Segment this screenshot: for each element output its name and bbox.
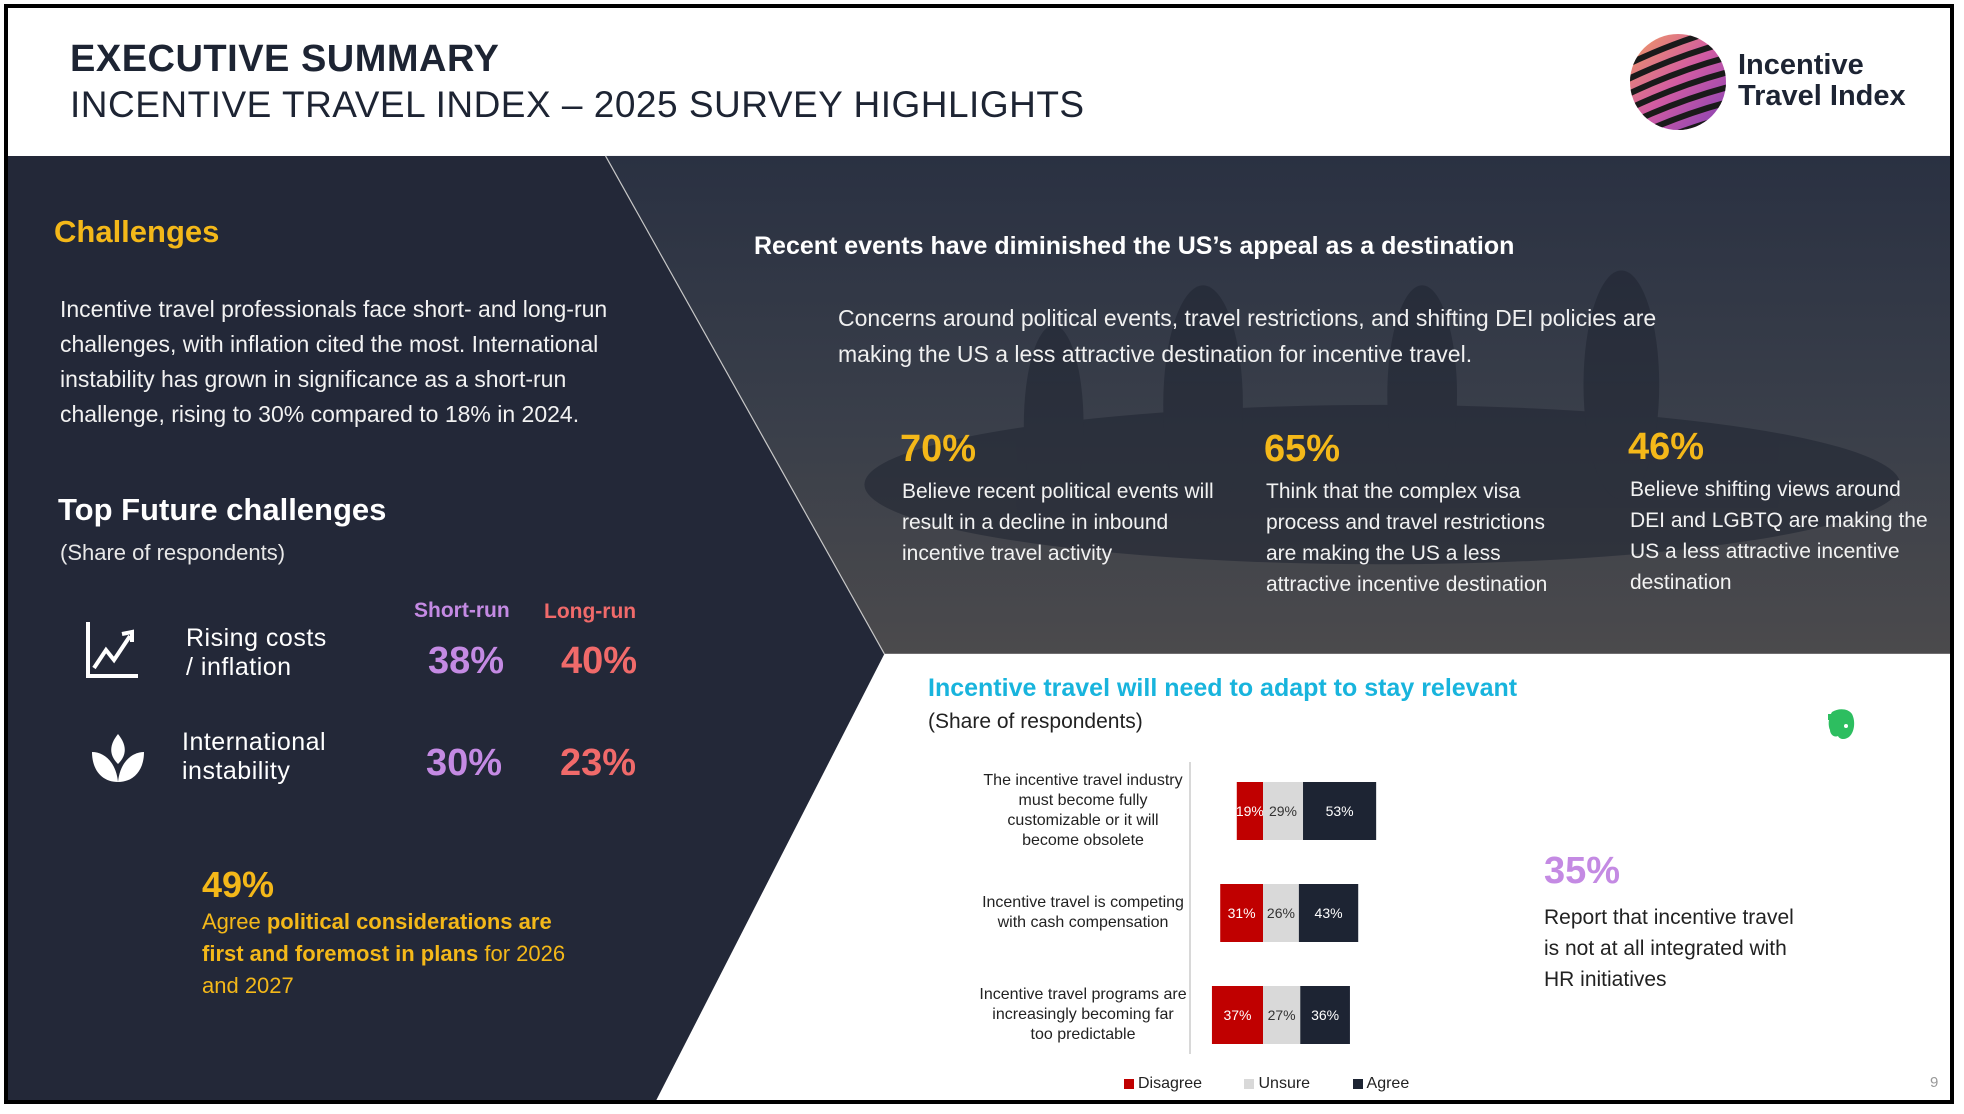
- globe-stripes-icon: [1630, 34, 1726, 130]
- category-label-line: The incentive travel industry: [983, 772, 1183, 789]
- stat-70-pct: 70%: [900, 428, 977, 470]
- leaf-icon: [92, 734, 144, 782]
- us-appeal-body: Concerns around political events, travel…: [838, 305, 1657, 367]
- legend-label: Disagree: [1138, 1075, 1203, 1092]
- logo-line-2: Travel Index: [1738, 80, 1906, 112]
- category-label-line: Incentive travel is competing: [982, 894, 1184, 911]
- category-label-line: become obsolete: [1022, 832, 1144, 849]
- stat-65-pct: 65%: [1264, 428, 1341, 470]
- rising-costs-long-run: 40%: [561, 640, 638, 682]
- adapt-heading: Incentive travel will need to adapt to s…: [928, 674, 1518, 702]
- rising-chart-icon: [86, 622, 138, 678]
- category-label-line: Incentive travel programs are: [979, 986, 1187, 1003]
- category-label-line: with cash compensation: [997, 914, 1169, 931]
- long-run-header: Long-run: [544, 600, 637, 623]
- bar-label-disagree-2: 31%: [1228, 905, 1256, 921]
- top-challenges-title: Top Future challenges: [58, 492, 387, 527]
- category-label-2: Incentive travel is competing with cash c…: [928, 893, 1238, 933]
- top-challenges-subtitle: (Share of respondents): [60, 540, 286, 565]
- rising-costs-short-run: 38%: [428, 640, 505, 682]
- stat-70-text: Believe recent political events will res…: [902, 480, 1214, 565]
- bar-unsure-2: [1263, 884, 1299, 942]
- stat-46-pct: 46%: [1628, 426, 1705, 468]
- challenge-label-international: International instability: [182, 728, 326, 786]
- bar-label-disagree-3: 37%: [1223, 1007, 1251, 1023]
- political-pre: Agree: [202, 909, 267, 934]
- political-pct: 49%: [202, 864, 275, 905]
- bar-label-unsure-1: 29%: [1269, 803, 1297, 819]
- logo-line-1: Incentive: [1738, 49, 1864, 81]
- international-long-run: 23%: [560, 742, 637, 784]
- political-text: Agree political considerations are first…: [202, 906, 582, 1002]
- legend-unsure: Unsure: [1244, 1075, 1310, 1092]
- hr-text: Report that incentive travel is not at a…: [1544, 906, 1794, 991]
- us-appeal-heading: Recent events have diminished the US’s a…: [754, 232, 1515, 260]
- category-label-3: Incentive travel programs are increasingl…: [928, 985, 1238, 1045]
- challenge-label-line: / inflation: [186, 653, 292, 681]
- legend-swatch: [1352, 1078, 1363, 1089]
- category-label-1: The incentive travel industry must become…: [928, 771, 1238, 851]
- challenge-label-line: International: [182, 728, 327, 756]
- bar-unsure-3: [1263, 986, 1301, 1044]
- challenge-label-line: instability: [182, 757, 291, 785]
- bar-disagree-1: [1236, 782, 1263, 840]
- stat-46-text: Believe shifting views around DEI and LG…: [1630, 478, 1928, 594]
- adapt-subtitle: (Share of respondents): [928, 710, 1143, 733]
- chart-legend: Disagree Unsure Agree: [1124, 1075, 1409, 1093]
- legend-agree: Agree: [1352, 1075, 1410, 1092]
- page-subtitle: INCENTIVE TRAVEL INDEX – 2025 SURVEY HIG…: [70, 84, 1085, 125]
- category-label-line: increasingly becoming far: [992, 1006, 1174, 1023]
- bar-unsure-1: [1263, 782, 1304, 840]
- category-label-line: must become fully: [1018, 792, 1148, 809]
- challenges-heading: Challenges: [54, 214, 220, 249]
- stacked-bar-chart: 19% 29% 53% 31% 26% 43% 37% 27% 36%: [1189, 762, 1377, 1054]
- legend-label: Unsure: [1258, 1075, 1311, 1092]
- challenges-body: Incentive travel professionals face shor…: [60, 296, 608, 427]
- challenge-label-rising-costs: Rising costs / inflation: [186, 624, 327, 682]
- international-short-run: 30%: [426, 742, 503, 784]
- header: EXECUTIVE SUMMARY INCENTIVE TRAVEL INDEX…: [8, 8, 1950, 154]
- bar-agree-3: [1300, 986, 1350, 1044]
- hr-pct: 35%: [1544, 850, 1621, 892]
- bar-label-agree-3: 36%: [1311, 1007, 1339, 1023]
- logo: Incentive Travel Index: [1626, 30, 1926, 140]
- legend-swatch: [1244, 1078, 1255, 1089]
- slide: EXECUTIVE SUMMARY INCENTIVE TRAVEL INDEX…: [4, 4, 1954, 1104]
- bar-label-disagree-1: 19%: [1236, 803, 1264, 819]
- page-number: 9: [1930, 1074, 1939, 1091]
- legend-swatch: [1124, 1078, 1134, 1089]
- legend-label: Agree: [1366, 1075, 1410, 1092]
- bar-agree-2: [1298, 884, 1359, 942]
- challenge-label-line: Rising costs: [186, 624, 327, 652]
- background-panels: [8, 155, 1950, 1100]
- bar-agree-1: [1303, 782, 1377, 840]
- evernote-icon[interactable]: [1824, 706, 1858, 742]
- bar-disagree-3: [1211, 986, 1263, 1044]
- legend-disagree: Disagree: [1124, 1075, 1202, 1092]
- political-post: for 2026 and 2027: [202, 941, 566, 998]
- category-label-line: too predictable: [1030, 1026, 1136, 1043]
- page-title: EXECUTIVE SUMMARY: [70, 38, 500, 80]
- bar-label-agree-2: 43%: [1315, 905, 1343, 921]
- bar-label-unsure-2: 26%: [1267, 905, 1295, 921]
- bar-disagree-2: [1220, 884, 1263, 942]
- short-run-header: Short-run: [414, 599, 510, 622]
- logo-text: Incentive Travel Index: [1738, 50, 1906, 112]
- stat-65-text: Think that the complex visa process and …: [1266, 480, 1548, 596]
- bar-label-unsure-3: 27%: [1268, 1007, 1296, 1023]
- bar-label-agree-1: 53%: [1326, 803, 1354, 819]
- category-label-line: customizable or it will: [1007, 812, 1159, 829]
- political-bold: political considerations are first and f…: [202, 909, 552, 966]
